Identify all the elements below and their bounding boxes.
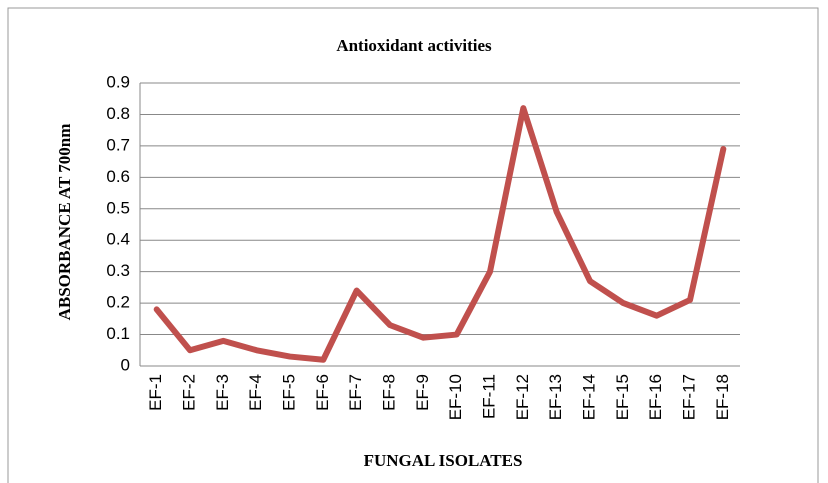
x-tick-label: EF-7 (346, 374, 365, 411)
y-tick-label: 0.4 (106, 230, 130, 249)
x-tick-label: EF-13 (546, 374, 565, 420)
data-line (153, 105, 727, 363)
x-tick-label: EF-17 (679, 374, 698, 420)
y-tick-label: 0.6 (106, 167, 130, 186)
y-axis-label: ABSORBANCE AT 700nm (55, 124, 74, 321)
x-tick-label: EF-2 (179, 374, 198, 411)
x-tick-label: EF-8 (379, 374, 398, 411)
y-tick-label: 0.7 (106, 135, 130, 154)
x-tick-label: EF-15 (613, 374, 632, 420)
frame (7, 7, 819, 483)
x-tick-label: EF-10 (446, 374, 465, 420)
y-tick-label: 0.2 (106, 293, 130, 312)
x-tick-label: EF-18 (713, 374, 732, 420)
x-tick-label: EF-4 (246, 374, 265, 411)
x-tick-label: EF-1 (146, 374, 165, 411)
y-tick-label: 0 (121, 355, 130, 374)
x-tick-label: EF-5 (279, 374, 298, 411)
y-tick-label: 0.8 (106, 104, 130, 123)
y-tick-label: 0.9 (106, 72, 130, 91)
x-tick-label: EF-9 (413, 374, 432, 411)
x-tick-label: EF-14 (579, 374, 598, 420)
x-tick-label: EF-6 (313, 374, 332, 411)
chart-title: Antioxidant activities (336, 36, 492, 55)
y-tick-label: 0.1 (106, 324, 130, 343)
y-tick-label: 0.3 (106, 261, 130, 280)
x-tick-label: EF-3 (213, 374, 232, 411)
x-axis-label: FUNGAL ISOLATES (364, 451, 523, 470)
x-tick-label: EF-11 (479, 374, 498, 419)
y-tick-label: 0.5 (106, 198, 130, 217)
x-tick-label: EF-12 (513, 374, 532, 420)
x-tick-label: EF-16 (646, 374, 665, 420)
